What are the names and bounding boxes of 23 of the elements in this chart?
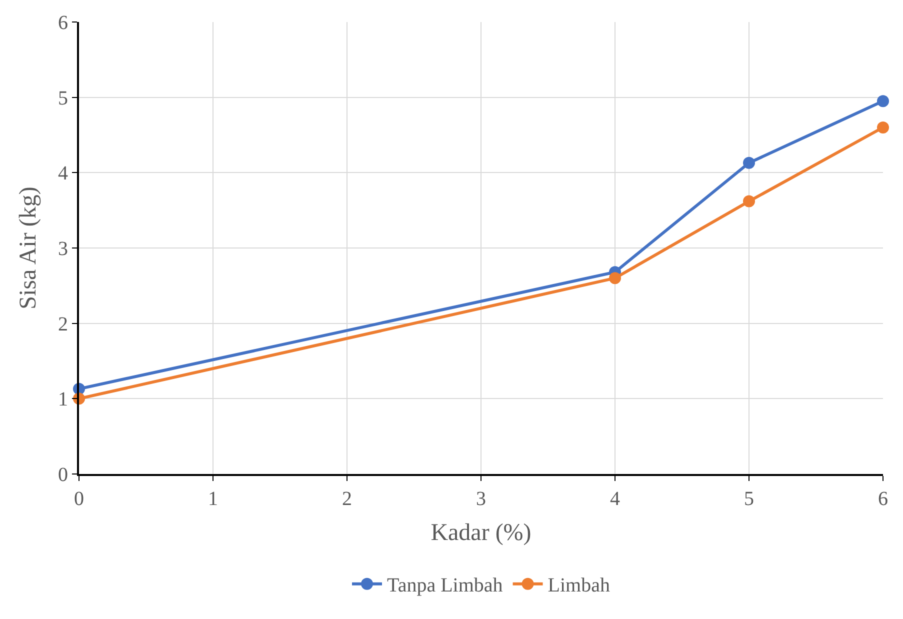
y-tick-label: 5	[58, 87, 68, 110]
y-tick-label: 2	[58, 313, 68, 336]
y-tick-label: 3	[58, 238, 68, 260]
point	[743, 156, 755, 169]
point	[609, 272, 621, 284]
x-tick-label: 5	[744, 488, 754, 510]
x-tick-label: 6	[878, 488, 888, 510]
x-tick-label: 0	[74, 488, 84, 510]
y-axis-title: Sisa Air (kg)	[16, 186, 42, 310]
x-axis-title: Kadar (%)	[430, 520, 532, 546]
point	[743, 195, 755, 208]
legend-label: Limbah	[548, 574, 610, 597]
x-tick-label: 4	[610, 488, 620, 510]
y-tick-label: 6	[58, 12, 68, 34]
x-tick-label: 3	[476, 488, 486, 510]
legend-label: Tanpa Limbah	[387, 574, 503, 597]
point	[877, 95, 889, 108]
y-tick-label: 1	[58, 388, 68, 411]
point	[877, 121, 889, 134]
x-tick-label: 1	[208, 488, 218, 510]
y-tick-label: 0	[58, 464, 68, 486]
x-tick-label: 2	[342, 488, 352, 510]
y-tick-label: 4	[58, 162, 68, 185]
